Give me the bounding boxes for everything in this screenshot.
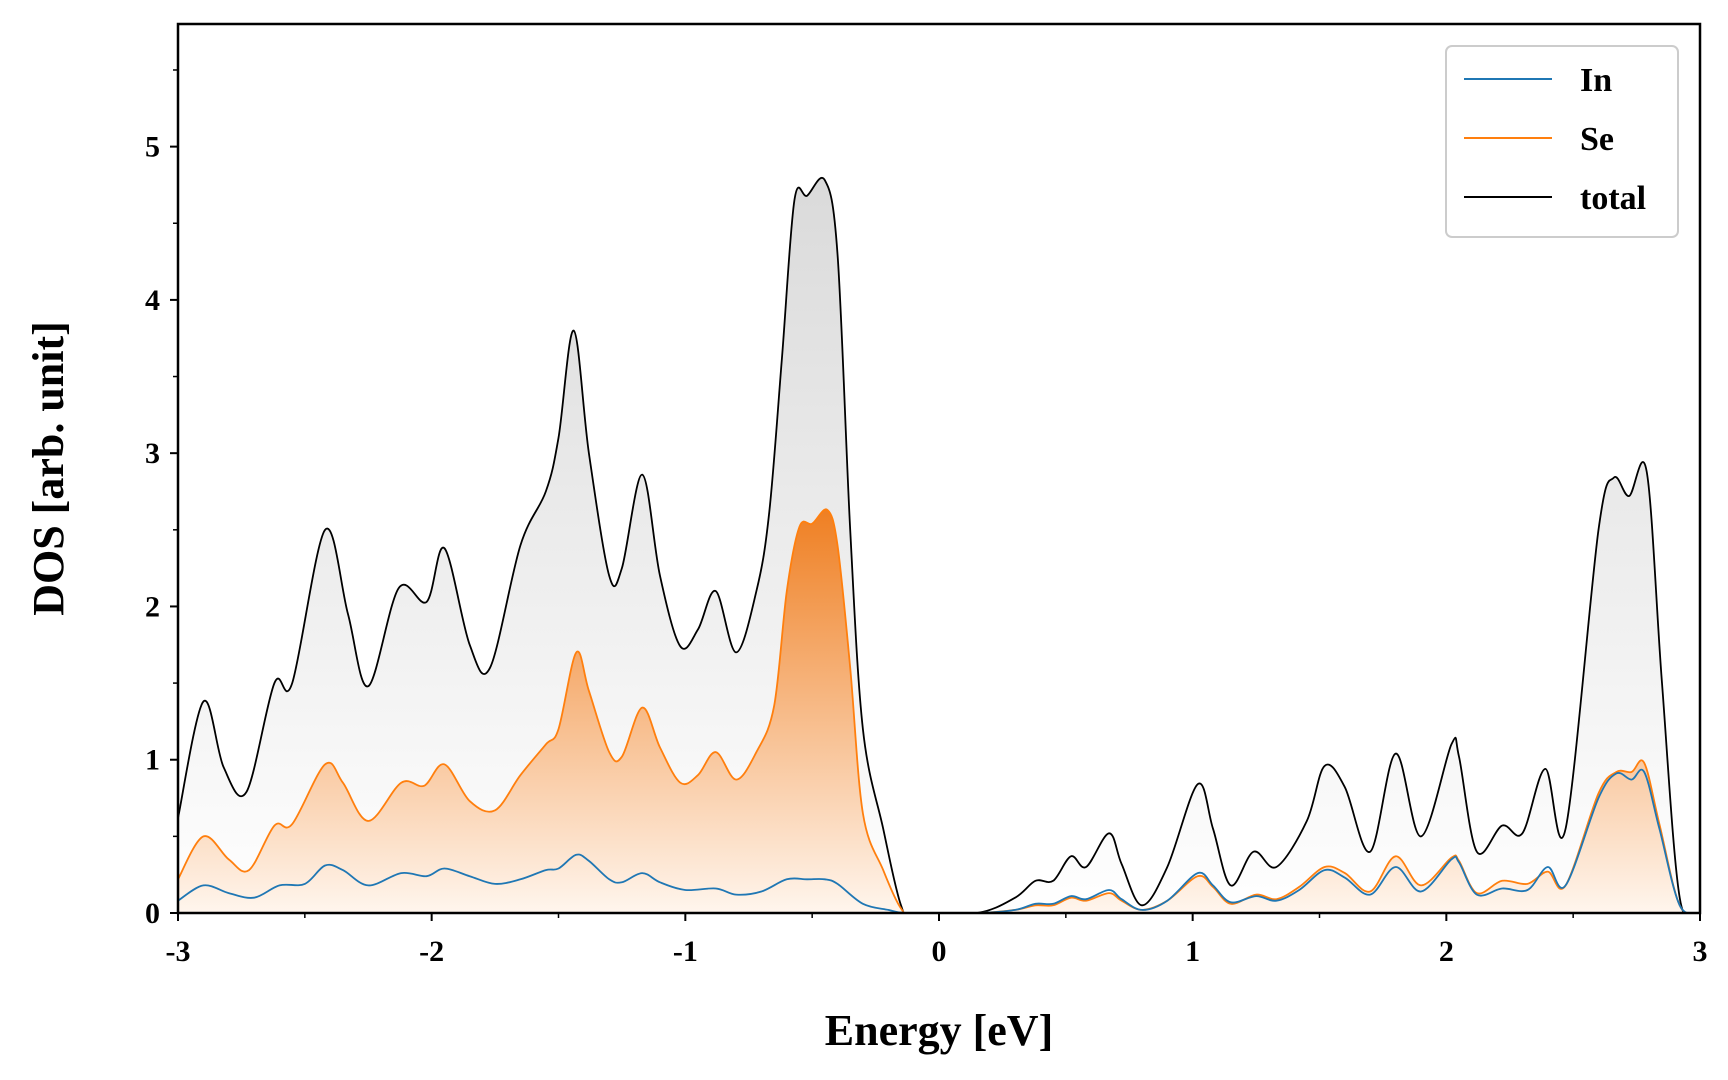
legend: In Se total (1445, 45, 1679, 238)
x-tick-label: -3 (166, 935, 191, 968)
y-tick-label: 4 (145, 284, 160, 317)
x-axis-title: Energy [eV] (825, 1006, 1054, 1055)
x-tick-label: -1 (673, 935, 698, 968)
y-tick-label: 0 (145, 897, 160, 930)
y-tick-label: 1 (145, 744, 160, 777)
y-tick-label: 2 (145, 590, 160, 623)
x-tick-label: 0 (932, 935, 947, 968)
x-tick-label: -2 (419, 935, 444, 968)
y-tick-label: 5 (145, 131, 160, 164)
legend-label-total: total (1580, 180, 1646, 217)
series-line-total (178, 177, 1700, 913)
legend-label-in: In (1580, 62, 1612, 99)
axes: -3 -2 -1 0 1 2 3 0 1 2 3 4 5 Energy [eV] DOS [arb. uni… (24, 22, 1708, 1055)
x-tick-label: 1 (1185, 935, 1200, 968)
legend-box (1445, 45, 1679, 238)
area-fill-se (178, 509, 1700, 913)
fill-layer (178, 178, 1700, 913)
x-tick-label: 2 (1439, 935, 1454, 968)
y-axis-title: DOS [arb. unit] (24, 321, 73, 616)
legend-label-se: Se (1580, 121, 1614, 158)
x-tick-label: 3 (1693, 935, 1708, 968)
y-tick-label: 3 (145, 437, 160, 470)
